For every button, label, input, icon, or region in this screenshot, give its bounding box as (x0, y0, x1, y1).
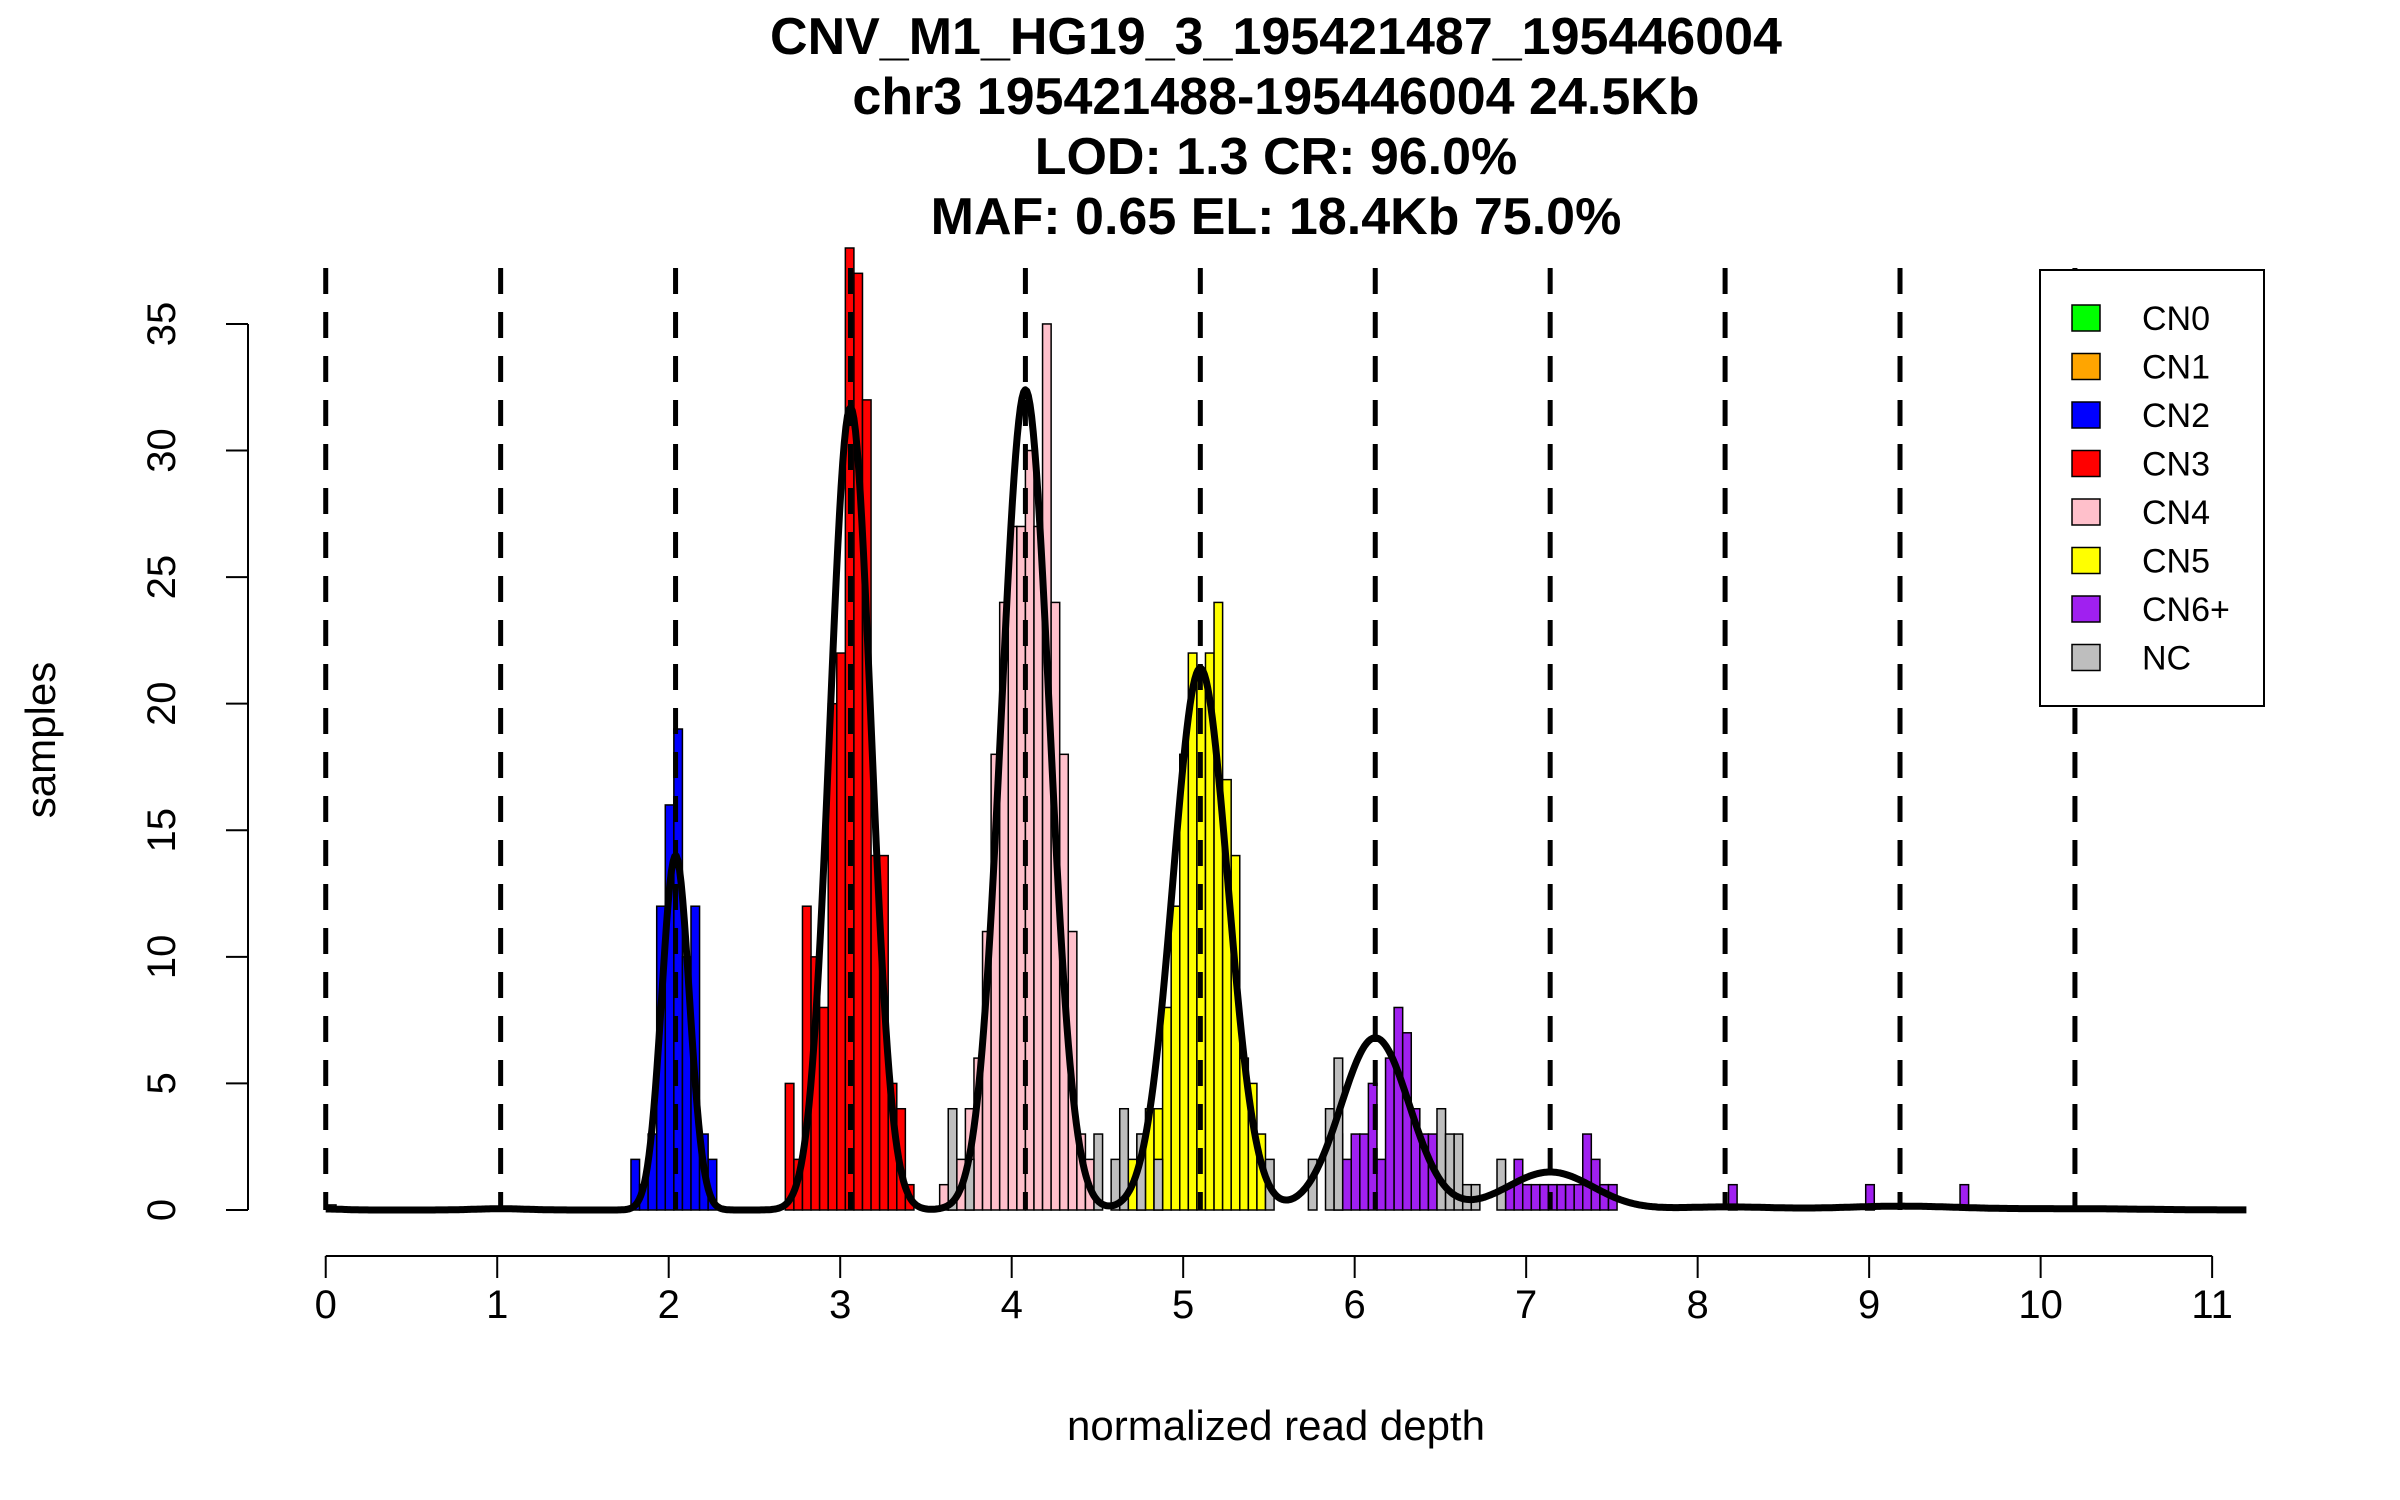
bar-cn6plus-15 (1530, 1183, 1541, 1211)
bar-cn6plus-5 (1376, 1158, 1387, 1211)
bar-cn5-5 (1170, 905, 1181, 1211)
bar-cn5-7 (1187, 652, 1198, 1211)
legend-label-cn3: CN3 (2142, 446, 2210, 484)
x-tick-label-7: 7 (1515, 1283, 1537, 1327)
legend-label-cn2: CN2 (2142, 397, 2210, 435)
bar-cn6plus-20 (1573, 1183, 1584, 1211)
mixture-density-curve (323, 386, 2249, 1214)
bar-cn6plus-18 (1556, 1183, 1567, 1211)
bar-nc-7 (1153, 1158, 1164, 1211)
bar-cn6plus-6 (1384, 1057, 1395, 1211)
legend: CN0 CN1 CN2 CN3 CN4 CN5 CN6+ NC (2039, 269, 2265, 707)
x-tick-label-11: 11 (2191, 1283, 2233, 1327)
y-tick-label-7: 35 (140, 302, 184, 347)
legend-label-cn0: CN0 (2142, 300, 2210, 338)
legend-swatch-cn4 (2071, 498, 2101, 526)
y-tick-label-1: 5 (140, 1072, 184, 1094)
x-tick-label-4: 4 (1001, 1283, 1023, 1327)
bar-cn6plus-1 (1341, 1158, 1352, 1211)
bar-nc-11 (1333, 1057, 1344, 1211)
x-tick-label-2: 2 (658, 1283, 680, 1327)
bar-cn4-11 (1033, 525, 1044, 1211)
legend-swatch-cn5 (2071, 546, 2101, 575)
legend-label-nc: NC (2142, 640, 2191, 678)
legend-swatch-cn2 (2071, 401, 2101, 429)
bar-nc-3 (1093, 1133, 1104, 1211)
legend-swatch-cn3 (2071, 449, 2101, 478)
bar-cn4-10 (1024, 449, 1035, 1211)
y-tick-label-6: 30 (140, 428, 184, 473)
y-tick-label-3: 15 (140, 808, 184, 853)
legend-label-cn6plus: CN6+ (2142, 591, 2230, 629)
bar-cn5-4 (1161, 1006, 1172, 1211)
bar-cn6plus-19 (1564, 1183, 1575, 1211)
legend-swatch-cn0 (2071, 304, 2101, 332)
x-tick-label-8: 8 (1687, 1283, 1709, 1327)
bar-cn6plus-3 (1359, 1133, 1370, 1211)
y-axis-title: samples (17, 662, 64, 818)
bar-nc-5 (1118, 1107, 1130, 1211)
bar-nc-14 (1453, 1133, 1464, 1211)
y-tick-label-5: 25 (140, 555, 184, 600)
bar-cn6plus-8 (1401, 1032, 1413, 1211)
x-tick-label-6: 6 (1344, 1283, 1366, 1327)
x-tick-label-5: 5 (1172, 1283, 1194, 1327)
bar-nc-12 (1436, 1107, 1447, 1211)
bar-cn3-0 (784, 1082, 795, 1211)
x-tick-label-9: 9 (1858, 1283, 1880, 1327)
legend-label-cn1: CN1 (2142, 349, 2210, 387)
legend-box (2039, 269, 2265, 707)
legend-label-cn4: CN4 (2142, 494, 2210, 532)
title-line-3: LOD: 1.3 CR: 96.0% (1035, 128, 1518, 186)
bar-cn6plus-14 (1521, 1183, 1533, 1211)
x-tick-label-1: 1 (486, 1283, 508, 1327)
bar-cn4-8 (1007, 525, 1018, 1211)
bar-cn6plus-7 (1393, 1006, 1404, 1211)
bar-cn3-4 (818, 1006, 829, 1211)
bar-cn3-6 (836, 652, 847, 1211)
bar-cn6plus-16 (1539, 1183, 1550, 1211)
y-axis: 0 5 10 15 20 25 30 35 (140, 302, 249, 1221)
title-line-4: MAF: 0.65 EL: 18.4Kb 75.0% (931, 188, 1622, 246)
x-tick-label-0: 0 (315, 1283, 337, 1327)
bar-cn6plus-21 (1582, 1133, 1593, 1211)
legend-label-cn5: CN5 (2142, 543, 2210, 581)
title-line-2: chr3 195421488-195446004 24.5Kb (852, 68, 1699, 126)
x-tick-label-3: 3 (829, 1283, 851, 1327)
y-tick-label-4: 20 (140, 681, 184, 726)
bar-nc-13 (1444, 1133, 1455, 1211)
x-tick-label-10: 10 (2018, 1283, 2063, 1327)
legend-swatch-nc (2071, 643, 2101, 672)
legend-swatch-cn6plus (2071, 595, 2101, 623)
y-tick-label-2: 10 (140, 935, 184, 980)
bar-cn6plus-4 (1367, 1082, 1378, 1211)
histogram-bars (326, 247, 1970, 1211)
legend-swatch-cn1 (2071, 352, 2101, 381)
bar-cn6plus-2 (1350, 1133, 1361, 1211)
x-axis-title: normalized read depth (1067, 1402, 1485, 1449)
bar-nc-1 (947, 1107, 958, 1211)
chart-title: CNV_M1_HG19_3_195421487_195446004 chr3 1… (770, 8, 1782, 246)
bar-cn5-10 (1213, 601, 1224, 1211)
x-axis: 0 1 2 3 4 5 6 7 8 9 10 11 (315, 1255, 2233, 1327)
title-line-1: CNV_M1_HG19_3_195421487_195446004 (770, 8, 1782, 66)
y-tick-label-0: 0 (140, 1199, 184, 1221)
